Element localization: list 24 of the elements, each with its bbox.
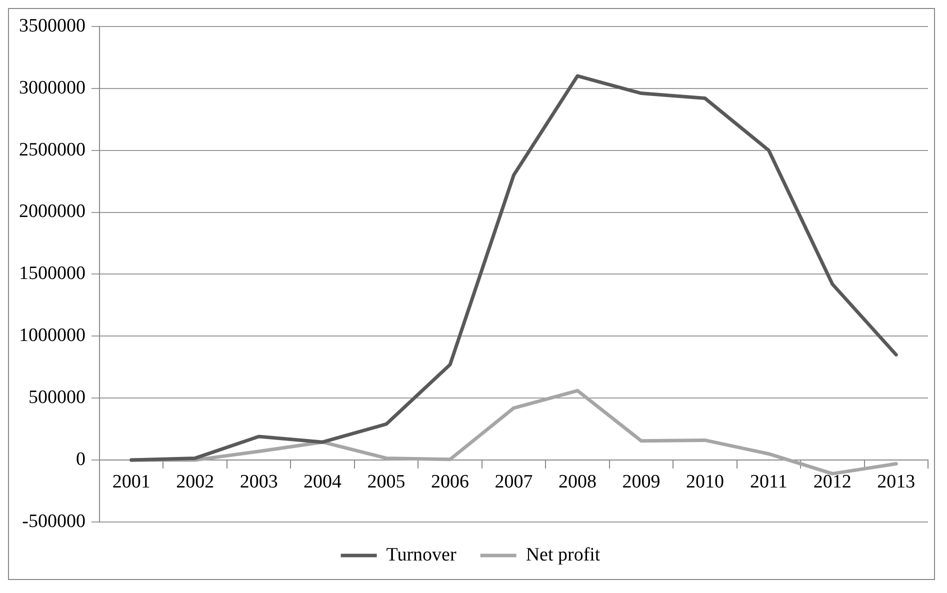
x-tick-label: 2009 bbox=[622, 471, 660, 492]
x-tick-label: 2001 bbox=[112, 471, 150, 492]
x-tick-label: 2013 bbox=[877, 471, 916, 492]
x-tick-label: 2003 bbox=[240, 471, 278, 492]
y-tick-label: -500000 bbox=[22, 510, 86, 532]
x-tick-label: 2005 bbox=[367, 471, 406, 492]
x-tick-label: 2002 bbox=[176, 471, 214, 492]
x-tick-label: 2010 bbox=[686, 471, 724, 492]
y-tick-label: 3000000 bbox=[19, 77, 86, 98]
y-tick-label: 1000000 bbox=[19, 325, 86, 346]
y-tick-label: 2500000 bbox=[19, 139, 86, 160]
y-tick-label: 500000 bbox=[28, 387, 86, 408]
legend-label: Turnover bbox=[386, 544, 457, 566]
x-tick-label: 2006 bbox=[431, 471, 470, 492]
x-tick-label: 2007 bbox=[494, 471, 533, 492]
x-tick-label: 2004 bbox=[304, 471, 342, 492]
y-tick-label: 3500000 bbox=[19, 15, 86, 36]
x-tick-label: 2012 bbox=[813, 471, 852, 492]
y-tick-label: 2000000 bbox=[19, 201, 86, 222]
legend-label: Net profit bbox=[526, 544, 601, 566]
y-tick-label: 1500000 bbox=[19, 263, 86, 284]
x-tick-label: 2011 bbox=[750, 471, 788, 492]
y-tick-label: 0 bbox=[76, 449, 86, 470]
x-tick-label: 2008 bbox=[558, 471, 596, 492]
